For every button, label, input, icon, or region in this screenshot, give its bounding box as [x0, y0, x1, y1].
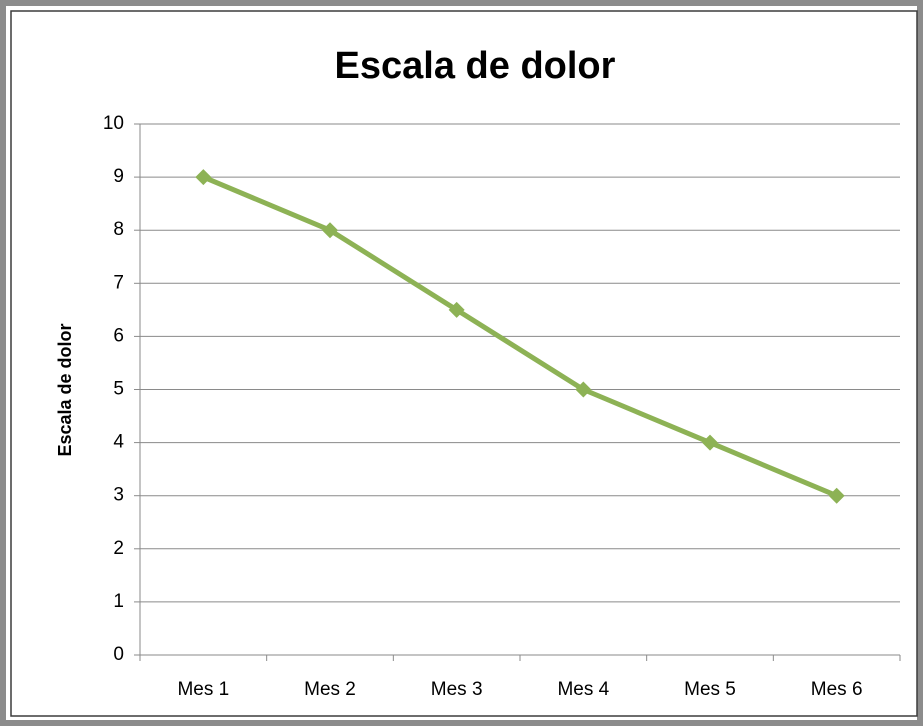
chart-title: Escala de dolor	[335, 45, 616, 87]
x-tick-label: Mes 5	[684, 679, 736, 700]
y-tick-label: 1	[113, 591, 124, 612]
x-tick-label: Mes 1	[177, 679, 229, 700]
x-tick-label: Mes 2	[304, 679, 356, 700]
data-marker	[575, 381, 592, 398]
data-marker	[448, 301, 465, 318]
data-line	[202, 174, 838, 499]
x-tick-label: Mes 6	[811, 679, 863, 700]
data-marker	[195, 169, 212, 186]
y-tick-label: 10	[103, 113, 124, 134]
data-marker	[828, 487, 845, 504]
x-tick-label: Mes 4	[557, 679, 609, 700]
y-tick-label: 4	[113, 432, 124, 453]
y-tick-label: 2	[113, 538, 124, 559]
inner-frame	[10, 10, 918, 717]
y-tick-label: 6	[113, 325, 124, 346]
y-tick-label: 5	[113, 379, 124, 400]
y-tick-label: 8	[113, 219, 124, 240]
y-tick-label: 3	[113, 485, 124, 506]
data-marker	[322, 222, 338, 239]
y-tick-label: 9	[113, 166, 124, 187]
x-tick-label: Mes 3	[431, 679, 483, 700]
y-tick-label: 7	[113, 272, 124, 293]
y-tick-label: 0	[113, 644, 124, 665]
y-axis-label: Escala de dolor	[55, 323, 75, 456]
data-marker	[702, 434, 718, 451]
